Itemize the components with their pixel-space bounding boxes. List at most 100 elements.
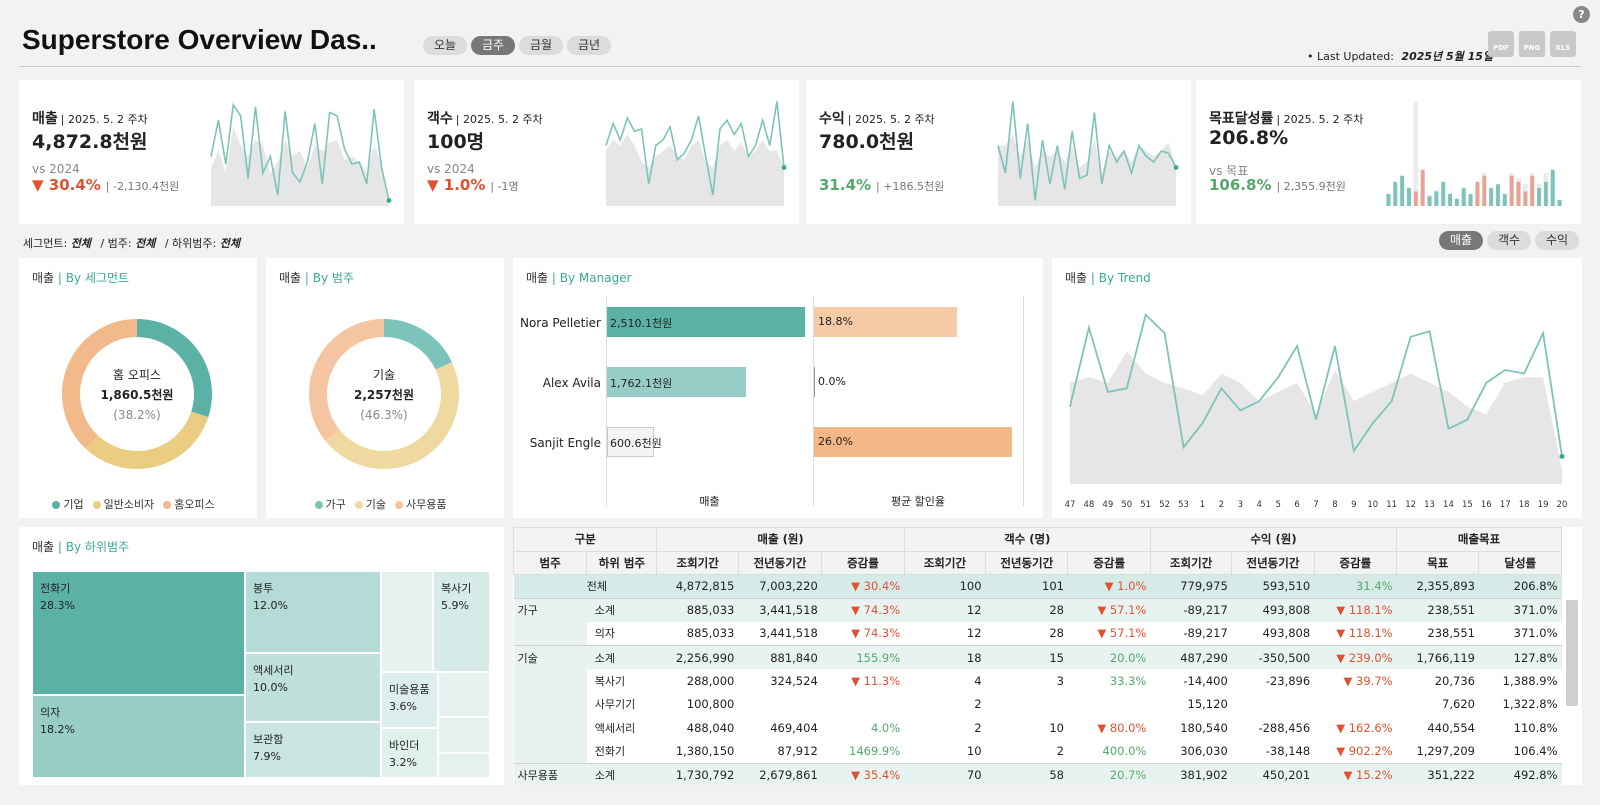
legend-item[interactable]: 일반소비자: [92, 498, 154, 511]
donut-slice: [383, 319, 452, 371]
manager-name: Nora Pelletier: [519, 316, 601, 330]
group-header-cell[interactable]: 매출목표: [1396, 527, 1562, 552]
table-row[interactable]: 가구 소계 885,033 3,441,518 ▼ 74.3% 12 28 ▼ 57.1% -8…: [513, 598, 1562, 622]
manager-sales-bar[interactable]: [607, 307, 805, 337]
subcategory-panel-title: 매출 | By 하위범주: [32, 540, 130, 554]
sub-header-cell[interactable]: 범주: [513, 550, 588, 576]
value-cell: 155.9%: [821, 645, 905, 670]
table-row[interactable]: 기술 소계 2,256,990 881,840 155.9% 18 15 20.0% 487,2…: [513, 645, 1562, 670]
sub-header-cell[interactable]: 조회기간: [656, 550, 739, 576]
sub-header-cell[interactable]: 조회기간: [1149, 550, 1233, 576]
donut-slice: [309, 319, 385, 441]
manager-sales-bar[interactable]: [607, 367, 746, 397]
table-row[interactable]: 의자 885,033 3,441,518 ▼ 74.3% 12 28 ▼ 57.1% -89,…: [513, 621, 1562, 646]
manager-discount-bar[interactable]: [814, 367, 815, 397]
manager-sales-label: 600.6천원: [610, 437, 662, 450]
treemap-cell[interactable]: 미술용품 3.6%: [381, 672, 438, 728]
table-panel: 구분 매출 (원) 객수 (명) 수익 (원) 매출목표 범주 하위 범주 조회기간 전년동기간…: [513, 527, 1582, 785]
metric-tab[interactable]: 객수: [1487, 231, 1531, 250]
sub-header-cell[interactable]: 전년동기간: [1231, 550, 1315, 576]
help-icon[interactable]: ?: [1573, 6, 1590, 23]
period-tab[interactable]: 오늘: [423, 36, 467, 55]
treemap-cell-minor[interactable]: [381, 571, 433, 672]
legend-item[interactable]: 홈오피스: [163, 498, 215, 511]
value-cell: 3,441,518: [738, 598, 822, 622]
treemap-cell-minor[interactable]: [438, 717, 490, 753]
value-cell: 779,975: [1150, 574, 1232, 599]
donut-slice: [325, 362, 459, 469]
group-header-cell[interactable]: 매출 (원): [656, 527, 905, 552]
sub-header-cell[interactable]: 목표: [1396, 550, 1480, 576]
manager-right-line: [1023, 296, 1024, 506]
subcategory-cell: 의자: [586, 621, 657, 646]
legend-item[interactable]: 사무용품: [395, 498, 446, 511]
treemap-cell[interactable]: 봉투 12.0%: [245, 571, 381, 653]
manager-discount-bar[interactable]: [814, 427, 1012, 457]
metric-tab[interactable]: 수익: [1535, 231, 1579, 250]
value-cell: 33.3%: [1067, 669, 1151, 693]
png-export-icon[interactable]: PNG: [1519, 31, 1545, 57]
discount-axis-line: [813, 296, 814, 506]
period-tab[interactable]: 금년: [567, 36, 611, 55]
value-cell: 4.0%: [821, 716, 905, 740]
table-sub-header: 범주 하위 범주 조회기간 전년동기간 증감률 조회기간 전년동기간 증감률 조회기간 전년동기간…: [513, 550, 1562, 576]
legend-dot: [395, 501, 403, 509]
table-scrollbar[interactable]: [1566, 600, 1578, 706]
sub-header-cell[interactable]: 전년동기간: [737, 550, 823, 576]
kpi-title: 객수 | 2025. 5. 2 주차: [427, 111, 543, 127]
value-cell: [821, 692, 905, 717]
treemap-cell[interactable]: 복사기 5.9%: [433, 571, 490, 672]
table-row[interactable]: 복사기 288,000 324,524 ▼ 11.3% 4 3 33.3% -14,400 -2…: [513, 669, 1562, 693]
treemap-cell[interactable]: 바인더 3.2%: [381, 728, 438, 778]
xls-export-icon[interactable]: XLS: [1550, 31, 1576, 57]
sub-header-cell[interactable]: 조회기간: [903, 550, 987, 576]
manager-sales-bar[interactable]: [607, 427, 655, 457]
value-cell: [1067, 692, 1151, 717]
subcategory-treemap: 전화기 28.3% 의자 18.2% 봉투 12.0% 액세서리 10.0% 보관함 7.9% 복사…: [32, 571, 490, 778]
period-tab[interactable]: 금주: [471, 36, 515, 55]
legend-item[interactable]: 기업: [52, 498, 84, 511]
value-cell: ▼ 57.1%: [1067, 598, 1151, 622]
treemap-cell[interactable]: 액세서리 10.0%: [245, 653, 381, 722]
sub-header-cell[interactable]: 달성률: [1478, 550, 1562, 576]
sub-header-cell[interactable]: 전년동기간: [985, 550, 1069, 576]
table-row[interactable]: 사무용품 소계 1,730,792 2,679,861 ▼ 35.4% 70 58 20.7%…: [513, 763, 1562, 785]
value-cell: -288,456: [1231, 716, 1315, 740]
value-cell: 238,551: [1396, 621, 1479, 646]
kpi-bar: [1386, 193, 1391, 206]
value-cell: 3: [985, 669, 1068, 693]
metric-tab[interactable]: 매출: [1439, 231, 1483, 250]
treemap-cell[interactable]: 의자 18.2%: [32, 695, 245, 778]
value-cell: 4,872,815: [656, 574, 739, 599]
treemap-cell[interactable]: 전화기 28.3%: [32, 571, 245, 695]
treemap-cell[interactable]: 보관함 7.9%: [245, 722, 381, 778]
manager-discount-bar[interactable]: [814, 307, 958, 337]
table-row[interactable]: 사무기기 100,800 2 15,120 7,620 1,322.8%: [513, 692, 1562, 717]
sub-header-cell[interactable]: 하위 범주: [586, 550, 658, 576]
header-divider: [19, 66, 1581, 67]
group-header-cell[interactable]: 수익 (원): [1149, 527, 1398, 552]
treemap-cell-minor[interactable]: [438, 672, 490, 717]
table-row[interactable]: 액세서리 488,040 469,404 4.0% 2 10 ▼ 80.0% 180,540-…: [513, 716, 1562, 740]
value-cell: ▼ 74.3%: [821, 621, 905, 646]
sub-header-cell[interactable]: 증감률: [821, 550, 905, 576]
value-cell: 2: [904, 692, 986, 717]
period-tab[interactable]: 금월: [519, 36, 563, 55]
value-cell: 324,524: [738, 669, 822, 693]
legend-item[interactable]: 가구: [314, 498, 346, 511]
legend-item[interactable]: 기술: [354, 498, 386, 511]
kpi-card: 객수 | 2025. 5. 2 주차 100명 vs 2024 ▼ 1.0% | -1명: [414, 80, 799, 224]
group-header-cell[interactable]: 객수 (명): [903, 527, 1151, 552]
kpi-bar: [1407, 187, 1411, 206]
table-row[interactable]: 전체 4,872,815 7,003,220 ▼ 30.4% 100 101 ▼ 1.0% 7…: [513, 574, 1562, 599]
group-header-cell[interactable]: 구분: [513, 527, 658, 552]
kpi-sparkline: [1386, 101, 1562, 206]
pdf-export-icon[interactable]: PDF: [1488, 31, 1514, 57]
value-cell: -38,148: [1231, 739, 1315, 764]
table-row[interactable]: 전화기 1,380,150 87,912 1469.9% 10 2 400.0% 306,03…: [513, 739, 1562, 764]
sub-header-cell[interactable]: 증감률: [1067, 550, 1151, 576]
value-cell: 3,441,518: [738, 621, 822, 646]
trend-x-tick: 51: [1140, 500, 1151, 510]
treemap-cell-minor[interactable]: [438, 753, 490, 778]
sub-header-cell[interactable]: 증감률: [1313, 550, 1398, 576]
